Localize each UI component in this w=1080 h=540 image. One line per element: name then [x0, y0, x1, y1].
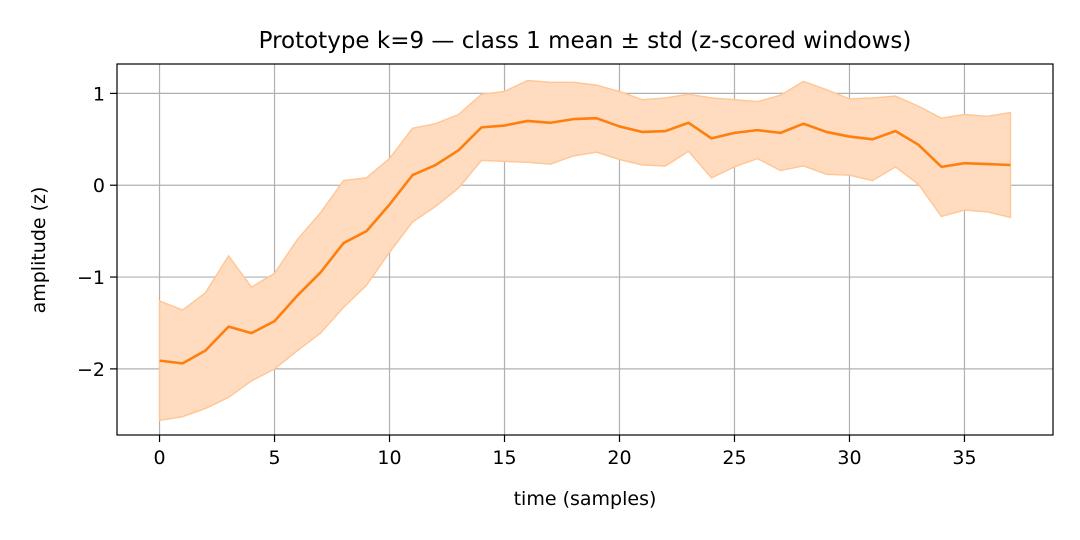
axis-ticks: 0 5 10 15 20 25 30 35 −2 −1 0 1: [77, 83, 977, 469]
y-tick-label: −2: [77, 359, 105, 381]
x-tick-label: 10: [377, 447, 401, 469]
x-tick-label: 0: [153, 447, 165, 469]
x-tick-label: 15: [492, 447, 516, 469]
x-tick-label: 35: [952, 447, 976, 469]
x-axis-label: time (samples): [514, 488, 657, 510]
x-tick-label: 20: [607, 447, 631, 469]
chart-title: Prototype k=9 — class 1 mean ± std (z-sc…: [259, 28, 912, 54]
y-tick-label: 0: [93, 175, 105, 197]
plot-frame: [116, 63, 1054, 436]
std-band: [158, 79, 1012, 422]
y-axis-label: amplitude (z): [28, 187, 50, 314]
y-tick-label: −1: [77, 267, 105, 289]
x-tick-label: 5: [268, 447, 280, 469]
x-tick-label: 30: [837, 447, 861, 469]
mean-line: [159, 116, 1011, 365]
x-tick-label: 25: [722, 447, 746, 469]
y-tick-label: 1: [93, 83, 105, 105]
